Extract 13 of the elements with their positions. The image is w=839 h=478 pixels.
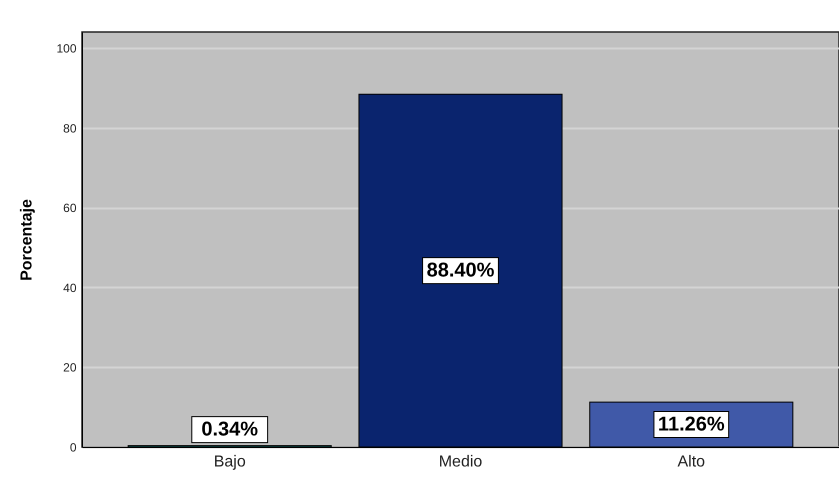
x-tick-label: Bajo [214, 454, 246, 470]
data-label: 88.40% [426, 260, 495, 282]
data-label: 11.26% [658, 414, 725, 436]
y-tick-label: 20 [63, 360, 77, 375]
y-tick-label: 80 [63, 121, 77, 136]
y-tick-label: 0 [70, 440, 77, 454]
data-label: 0.34% [201, 418, 258, 441]
y-tick-label: 60 [63, 201, 77, 216]
x-tick-label: Alto [678, 454, 706, 470]
y-tick-label: 100 [56, 41, 77, 56]
y-tick-label: 40 [63, 280, 77, 295]
y-axis-title: Porcentaje [18, 198, 36, 281]
x-tick-label: Medio [438, 454, 482, 470]
